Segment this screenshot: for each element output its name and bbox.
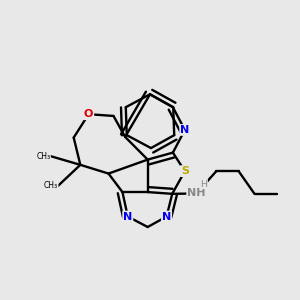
Text: CH₃: CH₃ bbox=[44, 181, 58, 190]
Text: N: N bbox=[162, 212, 171, 221]
Text: NH: NH bbox=[187, 188, 206, 199]
Text: H: H bbox=[200, 180, 207, 189]
Text: O: O bbox=[84, 109, 93, 119]
Text: CH₃: CH₃ bbox=[36, 152, 50, 160]
Text: N: N bbox=[180, 125, 190, 135]
Text: S: S bbox=[181, 166, 189, 176]
Text: N: N bbox=[123, 212, 132, 221]
